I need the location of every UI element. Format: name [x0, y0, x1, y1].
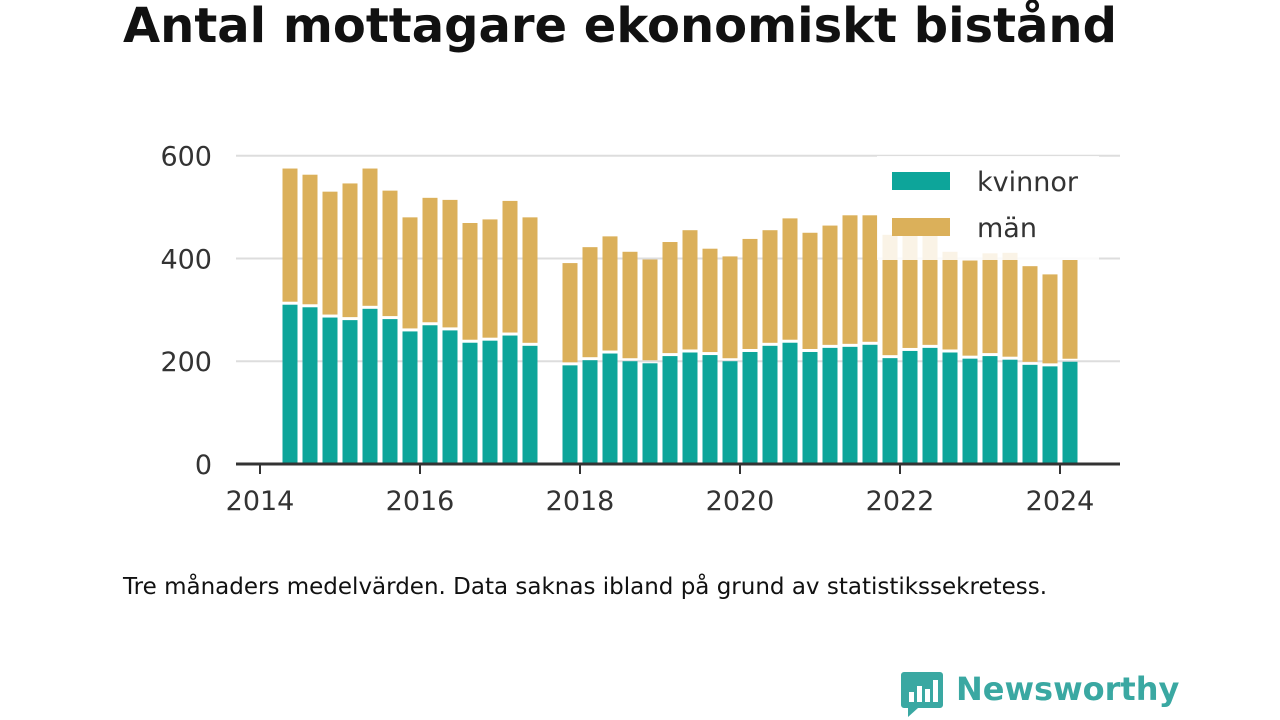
x-tick-label: 2014 [226, 486, 295, 517]
bar-kvinnor [502, 335, 518, 464]
bar-kvinnor [462, 342, 478, 464]
stacked-bar-chart: 0 200 400 600 2014 2016 2018 2020 2022 2024 kvinn… [160, 142, 1120, 517]
x-tick-label: 2018 [546, 486, 615, 517]
bar-kvinnor [1062, 361, 1078, 464]
bar-kvinnor [642, 363, 658, 464]
chart-title: Antal mottagare ekonomiskt bistånd [123, 0, 1117, 54]
bar-kvinnor [762, 345, 778, 464]
bar-man [302, 174, 318, 305]
bar-kvinnor [882, 358, 898, 464]
logo-text: Newsworthy [956, 670, 1180, 708]
y-tick-label: 0 [195, 450, 212, 481]
bar-man [802, 232, 818, 349]
bar-kvinnor [742, 351, 758, 464]
bar-man [782, 218, 798, 340]
bar-man [882, 234, 898, 356]
bar-kvinnor [562, 365, 578, 464]
bar-man [1062, 260, 1078, 359]
bar-man [862, 215, 878, 342]
bar-kvinnor [302, 307, 318, 464]
bar-man [722, 256, 738, 359]
bar-kvinnor [802, 351, 818, 464]
bar-man [602, 236, 618, 351]
bar-kvinnor [842, 346, 858, 464]
bar-kvinnor [922, 347, 938, 464]
axes: 0 200 400 600 2014 2016 2018 2020 2022 2024 [160, 142, 1120, 517]
bar-kvinnor [962, 358, 978, 464]
bar-kvinnor [622, 361, 638, 464]
y-tick-label: 600 [160, 142, 212, 173]
bar-man [702, 248, 718, 353]
bar-man [382, 190, 398, 317]
x-tick-label: 2022 [866, 486, 935, 517]
bar-man [982, 253, 998, 354]
bar-kvinnor [1002, 359, 1018, 464]
bar-man [942, 251, 958, 350]
bar-man [342, 183, 358, 318]
bar-man [902, 231, 918, 348]
bar-man [962, 260, 978, 356]
bar-kvinnor [402, 331, 418, 464]
bar-kvinnor [822, 347, 838, 464]
bar-man [582, 247, 598, 358]
bar-man [1042, 274, 1058, 364]
bar-kvinnor [582, 360, 598, 464]
bar-kvinnor [902, 350, 918, 464]
bar-man [762, 230, 778, 343]
bar-man [322, 191, 338, 315]
legend: kvinnor män [877, 156, 1099, 260]
bar-man [442, 199, 458, 328]
bar-man [522, 217, 538, 343]
bar-kvinnor [362, 308, 378, 464]
bar-kvinnor [282, 304, 298, 464]
bar-kvinnor [942, 352, 958, 464]
bar-kvinnor [422, 325, 438, 464]
bar-man [822, 225, 838, 345]
bar-man [682, 230, 698, 350]
legend-label-man: män [977, 213, 1037, 244]
bar-man [1022, 266, 1038, 362]
x-tick-label: 2020 [706, 486, 775, 517]
legend-swatch-kvinnor [892, 172, 950, 190]
bar-kvinnor [702, 355, 718, 464]
bar-man [282, 168, 298, 302]
bar-kvinnor [322, 317, 338, 464]
bar-man [642, 259, 658, 361]
x-tick-label: 2016 [386, 486, 455, 517]
bar-kvinnor [722, 361, 738, 464]
y-tick-label: 400 [160, 244, 212, 275]
bar-man [502, 200, 518, 333]
bar-man [742, 238, 758, 349]
bar-man [1002, 252, 1018, 357]
bar-kvinnor [442, 330, 458, 464]
bar-chart-speech-bubble-icon [901, 672, 943, 717]
bar-kvinnor [982, 356, 998, 464]
bar-kvinnor [382, 319, 398, 464]
bar-kvinnor [1022, 364, 1038, 464]
y-tick-label: 200 [160, 347, 212, 378]
bar-kvinnor [662, 356, 678, 464]
bar-man [402, 217, 418, 329]
bar-kvinnor [1042, 366, 1058, 464]
bar-man [422, 197, 438, 323]
bar-man [362, 168, 378, 306]
bar-man [842, 215, 858, 344]
legend-label-kvinnor: kvinnor [977, 167, 1079, 198]
bar-kvinnor [682, 352, 698, 464]
bar-kvinnor [602, 353, 618, 464]
bar-kvinnor [782, 342, 798, 464]
bar-kvinnor [482, 340, 498, 464]
bar-kvinnor [522, 345, 538, 464]
chart-footnote: Tre månaders medelvärden. Data saknas ib… [123, 574, 1048, 600]
bar-series [282, 168, 1078, 464]
bar-man [462, 223, 478, 340]
bar-man [562, 263, 578, 363]
bar-kvinnor [342, 320, 358, 464]
bar-man [662, 242, 678, 354]
x-tick-label: 2024 [1026, 486, 1095, 517]
legend-swatch-man [892, 218, 950, 236]
bar-kvinnor [862, 344, 878, 464]
bar-man [482, 219, 498, 338]
bar-man [622, 251, 638, 359]
